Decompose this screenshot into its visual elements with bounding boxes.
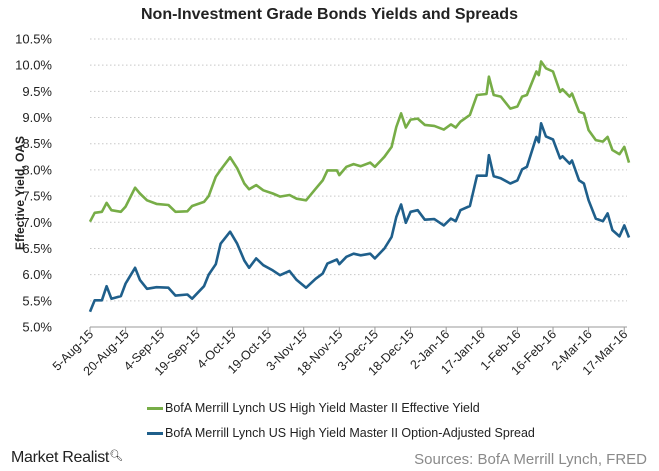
legend-item-oas: BofA Merrill Lynch US High Yield Master …	[147, 426, 535, 440]
oas-line	[88, 122, 631, 313]
legend-label: BofA Merrill Lynch US High Yield Master …	[165, 426, 535, 440]
magnifier-icon: 🔍︎	[109, 450, 123, 462]
brand-text: Market Realist	[11, 449, 110, 466]
y-tick-label: 7.0%	[22, 215, 52, 230]
legend-label: BofA Merrill Lynch US High Yield Master …	[165, 401, 480, 415]
y-tick-label: 7.5%	[22, 189, 52, 204]
chart-title: Non-Investment Grade Bonds Yields and Sp…	[141, 6, 518, 23]
legend-item-effective-yield: BofA Merrill Lynch US High Yield Master …	[147, 401, 480, 415]
y-tick-label: 9.5%	[22, 84, 52, 99]
y-tick-label: 6.0%	[22, 267, 52, 282]
y-tick-label: 8.5%	[22, 136, 52, 151]
legend-swatch-blue	[147, 431, 163, 435]
y-tick-label: 8.0%	[22, 162, 52, 177]
y-tick-label: 9.0%	[22, 110, 52, 125]
y-tick-label: 6.5%	[22, 241, 52, 256]
brand-logo: Market Realist🔍︎	[11, 449, 123, 467]
sources-note: Sources: BofA Merrill Lynch, FRED	[414, 451, 647, 468]
y-tick-label: 5.0%	[22, 320, 52, 335]
y-axis-title: Effective Yield, OAS	[13, 136, 27, 250]
y-tick-label: 10.5%	[15, 32, 52, 47]
y-tick-label: 5.5%	[22, 293, 52, 308]
legend-swatch-green	[147, 406, 163, 410]
effective-yield-line	[88, 60, 631, 223]
y-tick-label: 10.0%	[15, 58, 52, 73]
